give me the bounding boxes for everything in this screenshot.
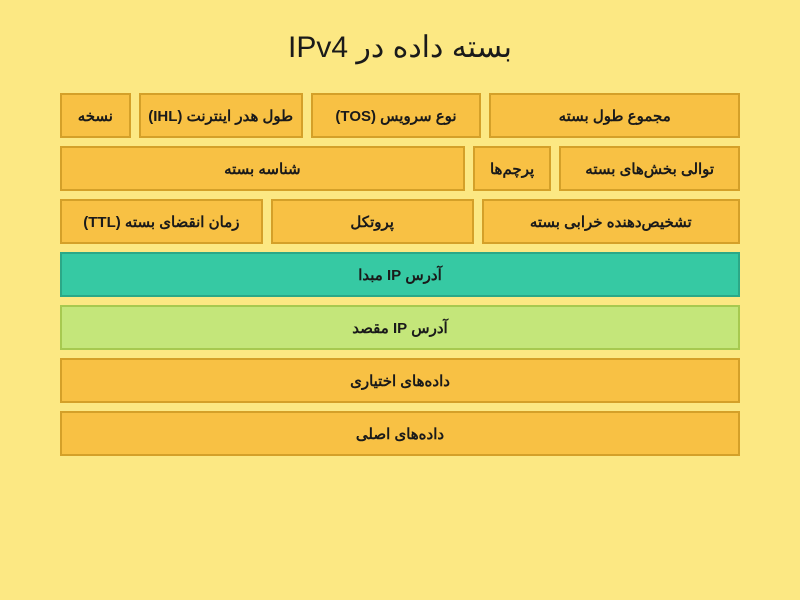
row-3: آدرس IP مبدا (60, 252, 740, 297)
packet-grid: نسخه طول هدر اینترنت (IHL) نوع سرویس (TO… (60, 93, 740, 456)
cell-data: داده‌های اصلی (60, 411, 740, 456)
cell-ihl: طول هدر اینترنت (IHL) (139, 93, 303, 138)
cell-tos: نوع سرویس (TOS) (311, 93, 482, 138)
cell-options: داده‌های اختیاری (60, 358, 740, 403)
cell-source-ip: آدرس IP مبدا (60, 252, 740, 297)
cell-ttl: زمان انقضای بسته (TTL) (60, 199, 263, 244)
diagram-title: بسته داده در IPv4 (288, 30, 512, 65)
row-2: زمان انقضای بسته (TTL) پروتکل تشخیص‌دهند… (60, 199, 740, 244)
cell-protocol: پروتکل (271, 199, 474, 244)
row-0: نسخه طول هدر اینترنت (IHL) نوع سرویس (TO… (60, 93, 740, 138)
cell-dest-ip: آدرس IP مقصد (60, 305, 740, 350)
row-1: شناسه بسته پرچم‌ها توالی بخش‌های بسته (60, 146, 740, 191)
row-6: داده‌های اصلی (60, 411, 740, 456)
row-5: داده‌های اختیاری (60, 358, 740, 403)
row-4: آدرس IP مقصد (60, 305, 740, 350)
cell-total-length: مجموع طول بسته (489, 93, 740, 138)
cell-checksum: تشخیص‌دهنده خرابی بسته (482, 199, 740, 244)
cell-fragment-offset: توالی بخش‌های بسته (559, 146, 740, 191)
cell-version: نسخه (60, 93, 131, 138)
cell-flags: پرچم‌ها (473, 146, 552, 191)
cell-identification: شناسه بسته (60, 146, 465, 191)
